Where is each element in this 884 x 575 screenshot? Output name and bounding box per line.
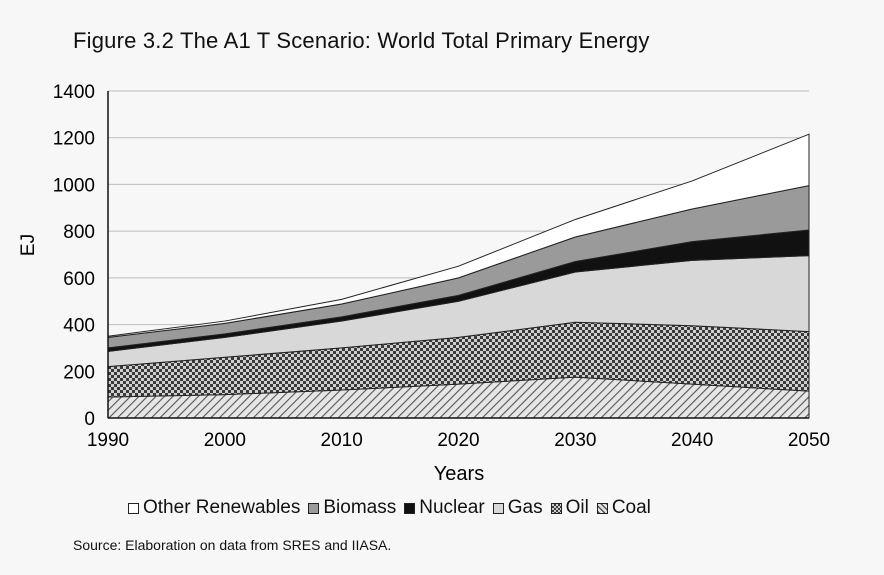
y-tick-label: 1200 bbox=[53, 129, 95, 150]
y-tick-labels: 0 200 400 600 800 1000 1200 1400 bbox=[53, 82, 95, 430]
x-tick-label: 2050 bbox=[788, 430, 830, 451]
x-tick-label: 1990 bbox=[87, 430, 129, 451]
legend-item-gas: Gas bbox=[492, 497, 543, 519]
legend-label: Other Renewables bbox=[143, 497, 301, 518]
x-axis-label: Years bbox=[434, 463, 484, 485]
chart-legend: Other Renewables Biomass Nuclear Gas Oil Coal bbox=[128, 497, 659, 519]
y-tick-label: 200 bbox=[63, 362, 95, 383]
y-tick-label: 600 bbox=[63, 269, 95, 290]
y-tick-label: 0 bbox=[84, 409, 95, 430]
x-tick-label: 2040 bbox=[671, 430, 713, 451]
legend-label: Nuclear bbox=[419, 497, 485, 518]
series-areas bbox=[107, 133, 810, 419]
x-tick-label: 2030 bbox=[554, 430, 596, 451]
area-chart: 0 200 400 600 800 1000 1200 1400 1990 2000 2010 20… bbox=[18, 82, 830, 485]
legend-item-coal: Coal bbox=[596, 497, 651, 519]
legend-swatch bbox=[596, 502, 608, 514]
x-tick-label: 2020 bbox=[437, 430, 479, 451]
y-tick-label: 1400 bbox=[53, 82, 95, 103]
y-tick-label: 1000 bbox=[53, 175, 95, 196]
y-tick-label: 800 bbox=[63, 222, 95, 243]
chart-title: Figure 3.2 The A1 T Scenario: World Tota… bbox=[73, 28, 650, 53]
legend-swatch bbox=[492, 502, 504, 514]
legend-swatch bbox=[404, 502, 416, 514]
legend-label: Gas bbox=[507, 497, 543, 518]
legend-label: Coal bbox=[611, 497, 651, 518]
legend-item-oil: Oil bbox=[550, 497, 589, 519]
x-tick-label: 2010 bbox=[321, 430, 363, 451]
x-tick-labels: 1990 2000 2010 2020 2030 2040 2050 bbox=[87, 430, 830, 451]
legend-label: Biomass bbox=[323, 497, 397, 518]
legend-item-biomass: Biomass bbox=[308, 497, 396, 519]
legend-swatch bbox=[550, 502, 562, 514]
y-tick-label: 400 bbox=[63, 316, 95, 337]
legend-item-other-renewables: Other Renewables bbox=[128, 497, 300, 519]
legend-label: Oil bbox=[565, 497, 589, 518]
area-other-renewables bbox=[107, 133, 810, 338]
legend-swatch bbox=[308, 502, 320, 514]
y-axis-label: EJ bbox=[18, 234, 39, 256]
axes bbox=[107, 91, 809, 419]
x-tick-label: 2000 bbox=[204, 430, 246, 451]
source-note: Source: Elaboration on data from SRES an… bbox=[73, 537, 392, 553]
legend-swatch bbox=[128, 502, 139, 514]
legend-item-nuclear: Nuclear bbox=[404, 497, 485, 519]
